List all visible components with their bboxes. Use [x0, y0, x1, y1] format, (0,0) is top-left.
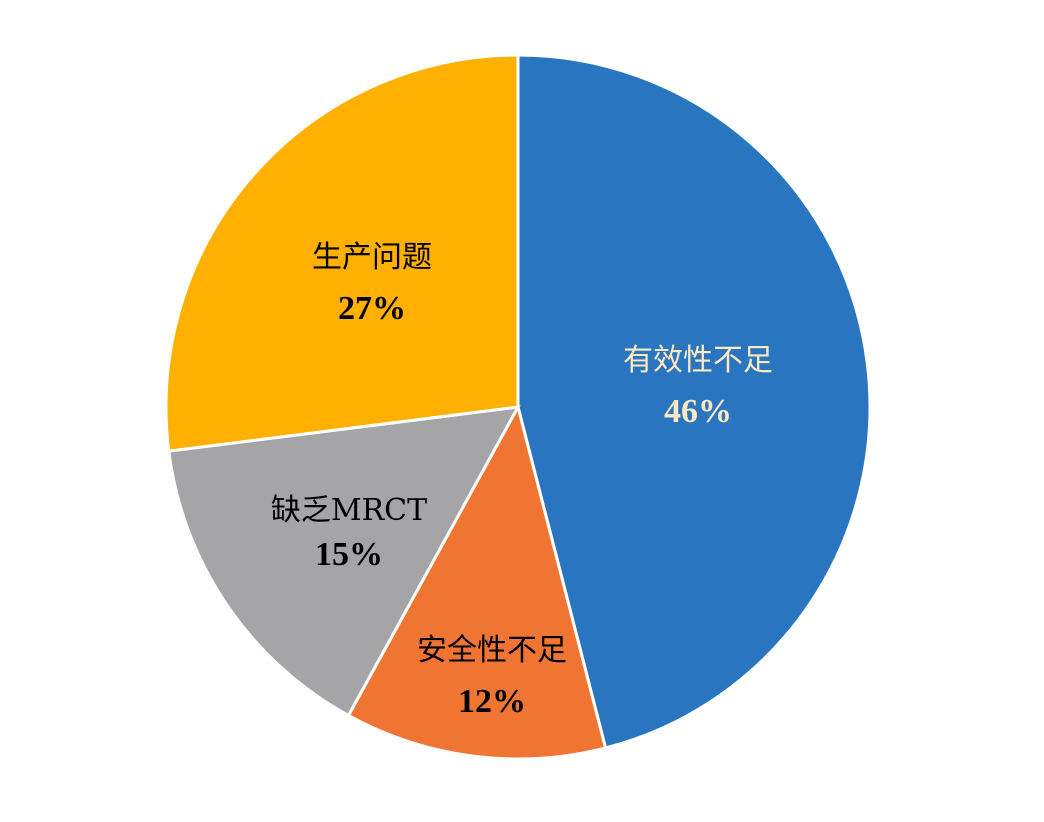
slice-value-label: 15% — [315, 536, 383, 573]
pie-slice-1 — [346, 402, 608, 761]
slice-label: 安全性不足 — [417, 633, 567, 668]
slice-label: 有效性不足 — [623, 343, 773, 378]
pie-slices — [164, 53, 872, 761]
slice-value-label: 12% — [458, 683, 526, 720]
pie-slice-0 — [516, 53, 872, 750]
slice-label: 生产问题 — [312, 240, 432, 275]
pie-labels: 有效性不足 46% 安全性不足 12% 缺乏MRCT 15% 生产问题 27% — [271, 240, 773, 720]
slice-value-label: 27% — [338, 290, 406, 327]
pie-slice-3 — [164, 53, 520, 453]
slice-value-label: 46% — [664, 393, 732, 430]
pie-slice-2 — [167, 405, 521, 718]
slice-label: 缺乏MRCT — [271, 493, 427, 528]
